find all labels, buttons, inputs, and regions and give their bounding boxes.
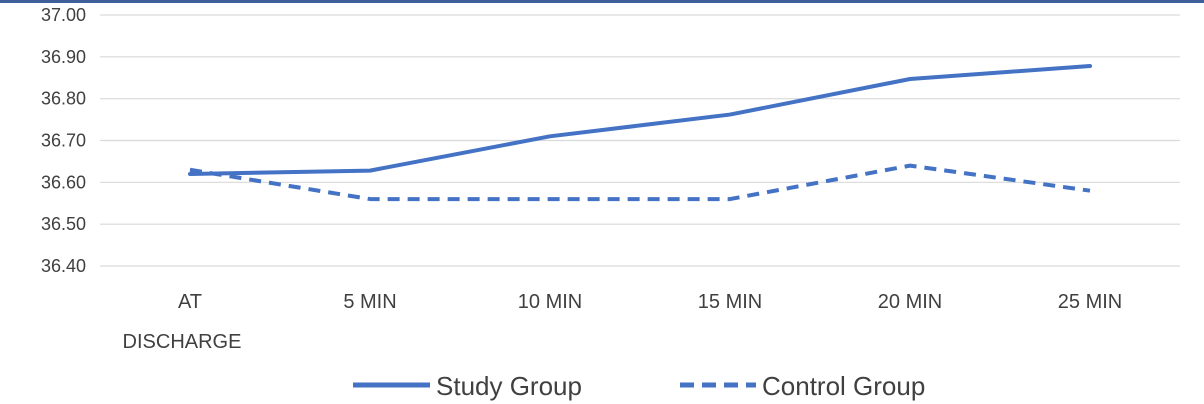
x-tick-label: AT DISCHARGE bbox=[123, 291, 242, 353]
x-tick-label: 25 MIN bbox=[1058, 291, 1122, 313]
x-tick-label: 20 MIN bbox=[878, 291, 942, 313]
series-line-control-group bbox=[189, 163, 1091, 202]
x-tick-label-line: DISCHARGE bbox=[123, 331, 242, 353]
y-tick-label: 36.90 bbox=[41, 47, 86, 67]
x-axis-ticks: AT DISCHARGE 5 MIN 10 MIN 15 MIN 20 MIN 25 MIN bbox=[123, 291, 1123, 353]
y-tick-label: 37.00 bbox=[41, 5, 86, 25]
legend-label: Control Group bbox=[762, 371, 925, 401]
x-tick-label: 5 MIN bbox=[343, 291, 396, 313]
x-tick-label: 10 MIN bbox=[518, 291, 582, 313]
y-axis-ticks: 36.40 36.50 36.60 36.70 36.80 36.90 37.00 bbox=[41, 5, 86, 276]
x-tick-label-line: AT bbox=[178, 291, 202, 313]
legend: Study Group Control Group bbox=[353, 371, 925, 401]
x-tick-label: 15 MIN bbox=[698, 291, 762, 313]
gridlines bbox=[100, 14, 1180, 267]
legend-label: Study Group bbox=[436, 371, 582, 401]
y-tick-label: 36.60 bbox=[41, 172, 86, 192]
series-lines bbox=[188, 64, 1092, 202]
y-tick-label: 36.40 bbox=[41, 256, 86, 276]
series-line-study-group bbox=[188, 64, 1092, 176]
y-tick-label: 36.80 bbox=[41, 89, 86, 109]
y-tick-label: 36.50 bbox=[41, 214, 86, 234]
top-border bbox=[0, 0, 1204, 3]
y-tick-label: 36.70 bbox=[41, 131, 86, 151]
